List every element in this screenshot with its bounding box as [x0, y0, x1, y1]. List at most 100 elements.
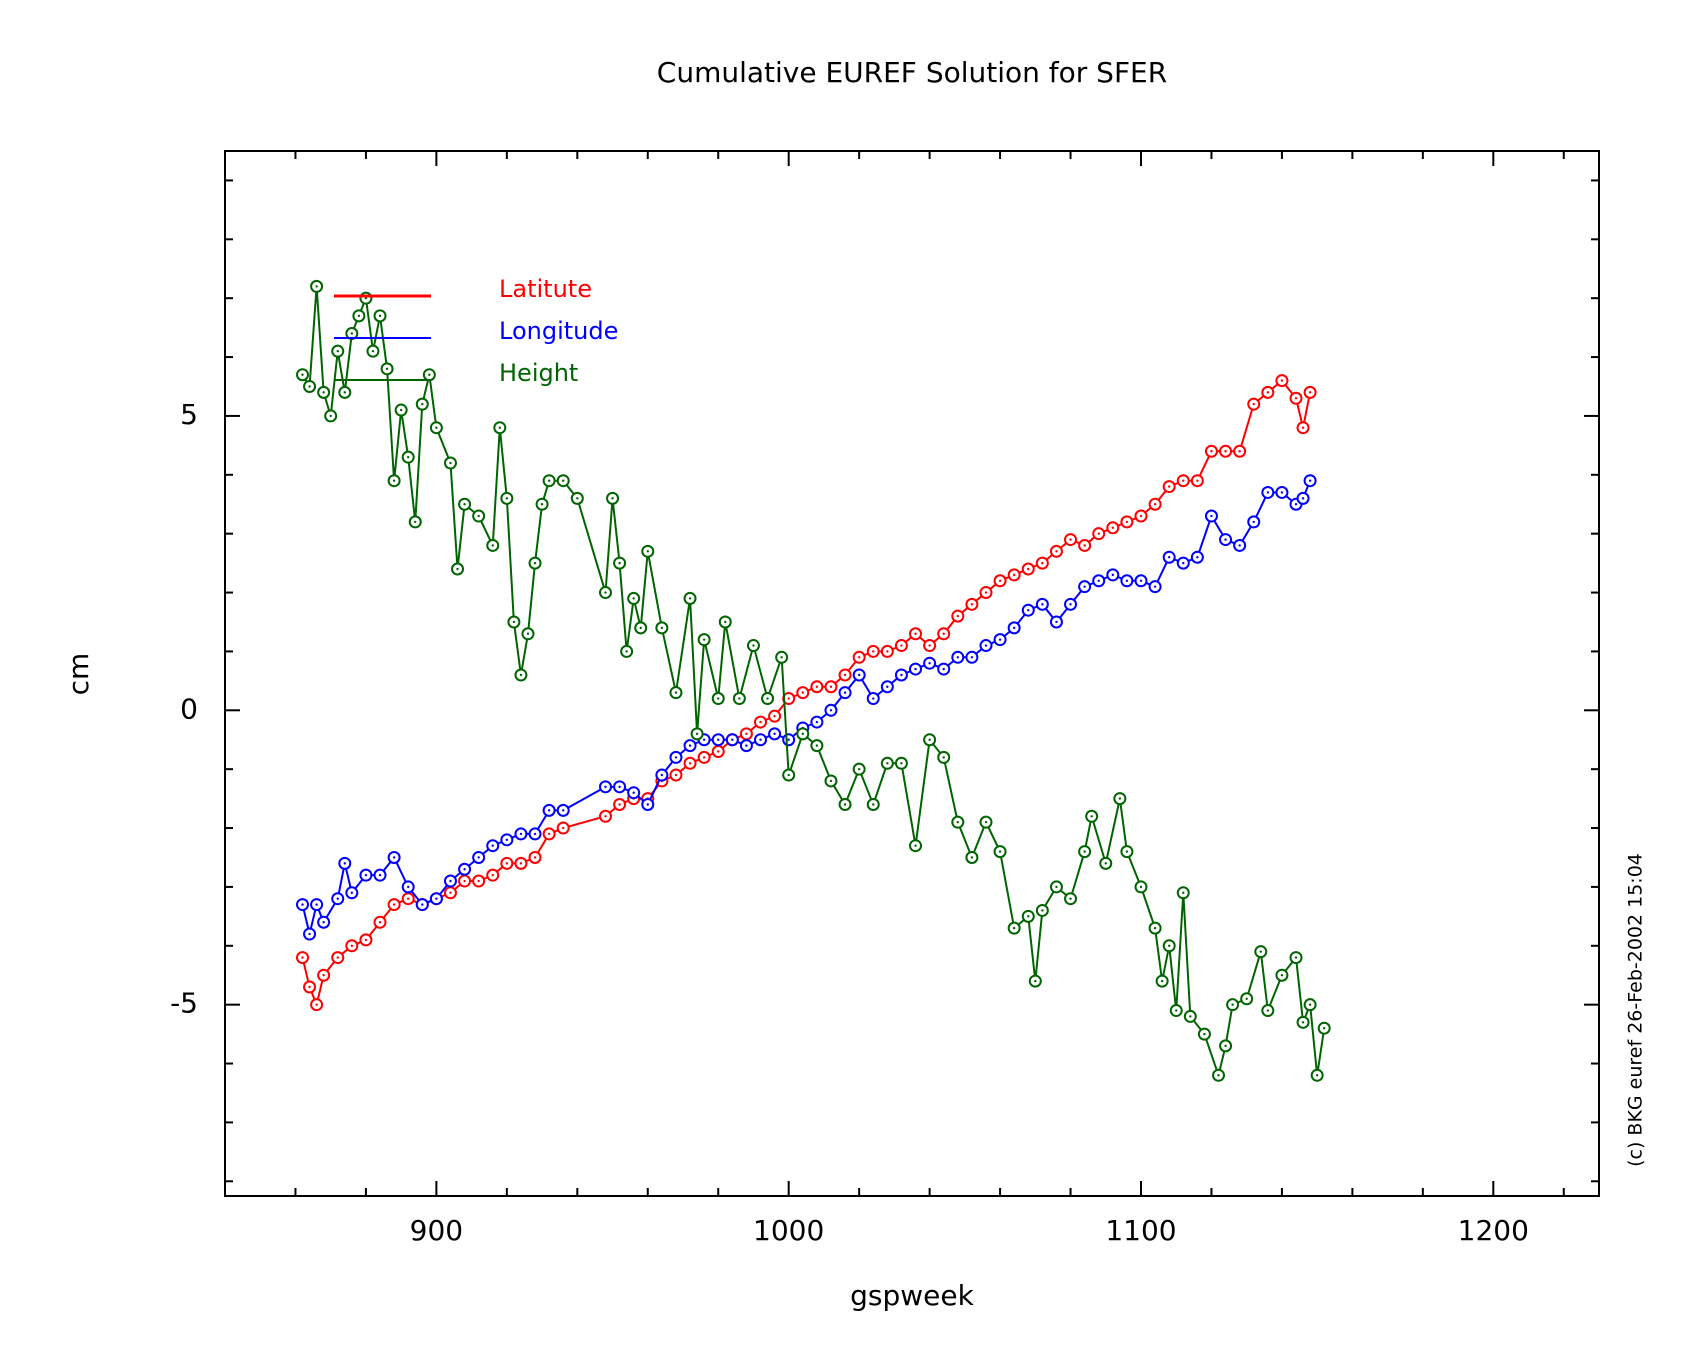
data-point — [542, 827, 556, 841]
data-point — [732, 692, 746, 706]
data-point — [380, 362, 394, 376]
data-point — [387, 474, 401, 488]
data-point — [655, 768, 669, 782]
data-point — [521, 627, 535, 641]
data-point — [556, 474, 570, 488]
data-point — [1028, 974, 1042, 988]
data-point — [880, 644, 894, 658]
data-point — [641, 797, 655, 811]
data-point — [669, 686, 683, 700]
data-point — [979, 639, 993, 653]
data-point — [937, 662, 951, 676]
data-point — [711, 745, 725, 759]
data-point — [1204, 509, 1218, 523]
data-point — [458, 497, 472, 511]
data-point — [366, 344, 380, 358]
data-point — [951, 815, 965, 829]
data-point — [1134, 509, 1148, 523]
data-point — [1106, 568, 1120, 582]
data-point — [331, 344, 345, 358]
data-point — [690, 727, 704, 741]
data-point — [1275, 968, 1289, 982]
data-point — [1169, 1004, 1183, 1018]
data-point — [359, 291, 373, 305]
x-tick-label: 1100 — [1105, 1214, 1176, 1247]
data-point — [331, 892, 345, 906]
data-point — [401, 892, 415, 906]
data-point — [1148, 921, 1162, 935]
legend-label: Latitute — [499, 275, 592, 303]
data-point — [1212, 1068, 1226, 1082]
data-point — [838, 797, 852, 811]
footnote: (c) BKG euref 26-Feb-2002 15:04 — [1625, 853, 1647, 1167]
data-point — [810, 680, 824, 694]
data-point — [894, 668, 908, 682]
data-point — [1021, 562, 1035, 576]
data-point — [345, 939, 359, 953]
data-point — [894, 756, 908, 770]
data-point — [1035, 597, 1049, 611]
data-point — [303, 980, 317, 994]
data-point — [373, 868, 387, 882]
data-point — [613, 780, 627, 794]
data-point — [1120, 845, 1134, 859]
data-point — [500, 491, 514, 505]
data-point — [683, 739, 697, 753]
data-point — [570, 491, 584, 505]
legend-label: Height — [499, 359, 578, 387]
data-point — [345, 886, 359, 900]
data-point — [317, 968, 331, 982]
data-point — [310, 898, 324, 912]
data-point — [1289, 951, 1303, 965]
data-point — [711, 733, 725, 747]
data-point — [472, 874, 486, 888]
data-point — [1303, 998, 1317, 1012]
data-point — [1289, 391, 1303, 405]
data-point — [598, 780, 612, 794]
data-point — [507, 615, 521, 629]
data-point — [345, 327, 359, 341]
data-point — [951, 650, 965, 664]
data-point — [852, 668, 866, 682]
data-point — [1007, 568, 1021, 582]
data-point — [1007, 621, 1021, 635]
data-point — [415, 898, 429, 912]
data-point — [1148, 580, 1162, 594]
data-point — [528, 850, 542, 864]
data-point — [542, 474, 556, 488]
data-point — [535, 497, 549, 511]
data-point — [1134, 880, 1148, 894]
data-point — [1233, 538, 1247, 552]
data-point — [796, 727, 810, 741]
data-point — [754, 715, 768, 729]
data-point — [718, 615, 732, 629]
data-point — [993, 633, 1007, 647]
data-point — [880, 680, 894, 694]
data-point — [880, 756, 894, 770]
data-point — [401, 450, 415, 464]
data-point — [775, 650, 789, 664]
data-point — [606, 491, 620, 505]
data-point — [1303, 474, 1317, 488]
data-point — [1064, 533, 1078, 547]
data-point — [1176, 886, 1190, 900]
data-point — [923, 733, 937, 747]
data-point — [1197, 1027, 1211, 1041]
data-point — [303, 927, 317, 941]
data-point — [514, 856, 528, 870]
data-point — [472, 850, 486, 864]
data-point — [1226, 998, 1240, 1012]
data-point — [1190, 474, 1204, 488]
series-line — [301, 286, 1326, 1079]
data-point — [303, 379, 317, 393]
data-point — [387, 898, 401, 912]
data-point — [993, 574, 1007, 588]
data-point — [458, 874, 472, 888]
data-point — [782, 733, 796, 747]
data-point — [754, 733, 768, 747]
data-point — [627, 591, 641, 605]
data-point — [838, 686, 852, 700]
data-point — [1035, 556, 1049, 570]
data-point — [909, 627, 923, 641]
data-point — [1035, 903, 1049, 917]
